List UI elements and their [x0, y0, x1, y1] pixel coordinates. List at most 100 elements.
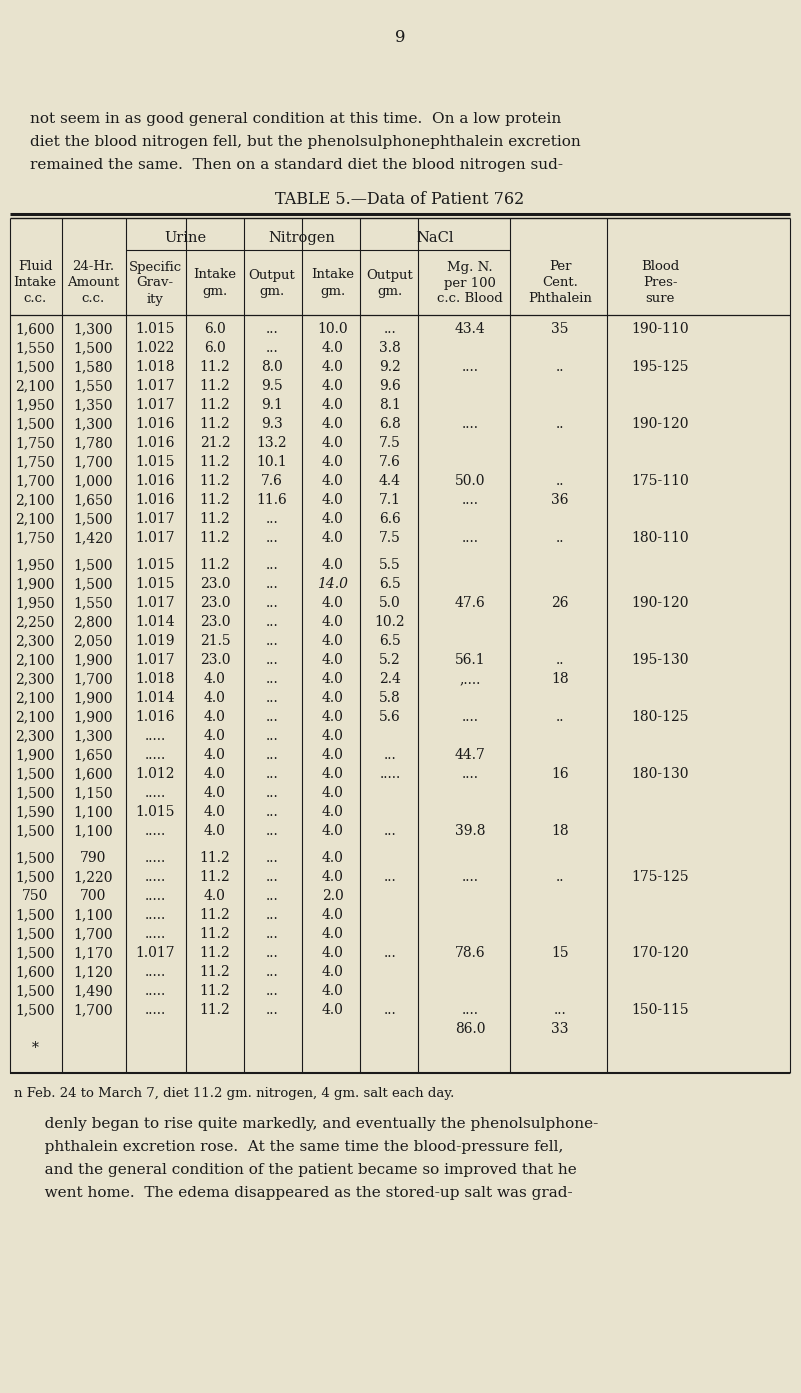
- Text: 4.0: 4.0: [322, 341, 344, 355]
- Text: ...: ...: [266, 577, 279, 591]
- Text: 180-125: 180-125: [631, 710, 689, 724]
- Text: 4.0: 4.0: [204, 671, 226, 685]
- Text: 5.6: 5.6: [379, 710, 400, 724]
- Text: 2.4: 2.4: [379, 671, 401, 685]
- Text: 1.016: 1.016: [135, 417, 175, 430]
- Text: ...: ...: [266, 748, 279, 762]
- Text: 1,550: 1,550: [73, 379, 113, 393]
- Text: 1,300: 1,300: [73, 729, 113, 742]
- Text: 190-120: 190-120: [631, 596, 689, 610]
- Text: 1,600: 1,600: [73, 768, 113, 781]
- Text: TABLE 5.—Data of Patient 762: TABLE 5.—Data of Patient 762: [276, 191, 525, 209]
- Text: 11.2: 11.2: [199, 493, 231, 507]
- Text: 5.8: 5.8: [379, 691, 400, 705]
- Text: Mg. N.
per 100
c.c. Blood: Mg. N. per 100 c.c. Blood: [437, 260, 503, 305]
- Text: 195-125: 195-125: [631, 359, 689, 373]
- Text: 21.5: 21.5: [199, 634, 231, 648]
- Text: ...: ...: [553, 1003, 566, 1017]
- Text: 2,300: 2,300: [15, 634, 54, 648]
- Text: 1,100: 1,100: [73, 908, 113, 922]
- Text: 11.2: 11.2: [199, 417, 231, 430]
- Text: 1,900: 1,900: [73, 653, 113, 667]
- Text: .....: .....: [144, 889, 166, 903]
- Text: 1,950: 1,950: [15, 559, 54, 573]
- Text: 2,100: 2,100: [15, 493, 54, 507]
- Text: 1,590: 1,590: [15, 805, 54, 819]
- Text: ...: ...: [266, 805, 279, 819]
- Text: 4.0: 4.0: [204, 805, 226, 819]
- Text: 86.0: 86.0: [455, 1022, 485, 1036]
- Text: 1,500: 1,500: [15, 926, 54, 942]
- Text: 5.2: 5.2: [379, 653, 400, 667]
- Text: 1,950: 1,950: [15, 398, 54, 412]
- Text: ...: ...: [266, 729, 279, 742]
- Text: 4.0: 4.0: [322, 398, 344, 412]
- Text: 2,100: 2,100: [15, 379, 54, 393]
- Text: 2,300: 2,300: [15, 671, 54, 685]
- Text: ...: ...: [266, 559, 279, 573]
- Text: *: *: [31, 1041, 38, 1055]
- Text: 78.6: 78.6: [455, 946, 485, 960]
- Text: 4.0: 4.0: [322, 417, 344, 430]
- Text: 1.015: 1.015: [135, 559, 175, 573]
- Text: ...: ...: [266, 768, 279, 781]
- Text: 1,500: 1,500: [15, 359, 54, 373]
- Text: 2,300: 2,300: [15, 729, 54, 742]
- Text: 2,100: 2,100: [15, 710, 54, 724]
- Text: 1.018: 1.018: [135, 359, 175, 373]
- Text: 1.017: 1.017: [135, 531, 175, 545]
- Text: 7.6: 7.6: [379, 456, 401, 469]
- Text: Output
gm.: Output gm.: [367, 269, 413, 298]
- Text: ....: ....: [461, 1003, 478, 1017]
- Text: ,....: ,....: [459, 671, 481, 685]
- Text: 6.0: 6.0: [204, 341, 226, 355]
- Text: 4.0: 4.0: [322, 596, 344, 610]
- Text: 1,950: 1,950: [15, 596, 54, 610]
- Text: 6.5: 6.5: [379, 577, 400, 591]
- Text: .....: .....: [144, 871, 166, 885]
- Text: 11.2: 11.2: [199, 908, 231, 922]
- Text: 1.017: 1.017: [135, 398, 175, 412]
- Text: 1,500: 1,500: [73, 513, 113, 527]
- Text: 4.0: 4.0: [322, 379, 344, 393]
- Text: ...: ...: [266, 1003, 279, 1017]
- Text: ...: ...: [266, 634, 279, 648]
- Text: 8.1: 8.1: [379, 398, 401, 412]
- Text: ...: ...: [266, 710, 279, 724]
- Text: 11.2: 11.2: [199, 965, 231, 979]
- Text: Blood
Pres-
sure: Blood Pres- sure: [641, 260, 679, 305]
- Text: remained the same.  Then on a standard diet the blood nitrogen sud-: remained the same. Then on a standard di…: [30, 157, 563, 171]
- Text: .....: .....: [144, 908, 166, 922]
- Text: .....: .....: [144, 926, 166, 942]
- Text: denly began to rise quite markedly, and eventually the phenolsulphone-: denly began to rise quite markedly, and …: [30, 1117, 598, 1131]
- Text: 190-110: 190-110: [631, 322, 689, 336]
- Text: 180-110: 180-110: [631, 531, 689, 545]
- Text: ...: ...: [266, 889, 279, 903]
- Text: 1.016: 1.016: [135, 436, 175, 450]
- Text: 1,170: 1,170: [73, 946, 113, 960]
- Text: 33: 33: [551, 1022, 569, 1036]
- Text: 11.2: 11.2: [199, 851, 231, 865]
- Text: 150-115: 150-115: [631, 1003, 689, 1017]
- Text: 11.6: 11.6: [256, 493, 288, 507]
- Text: 11.2: 11.2: [199, 559, 231, 573]
- Text: 4.0: 4.0: [322, 748, 344, 762]
- Text: 14.0: 14.0: [317, 577, 348, 591]
- Text: ...: ...: [384, 946, 396, 960]
- Text: ....: ....: [461, 359, 478, 373]
- Text: 1.018: 1.018: [135, 671, 175, 685]
- Text: phthalein excretion rose.  At the same time the blood-pressure fell,: phthalein excretion rose. At the same ti…: [30, 1139, 563, 1153]
- Text: 1.022: 1.022: [135, 341, 175, 355]
- Text: ...: ...: [266, 513, 279, 527]
- Text: 1.019: 1.019: [135, 634, 175, 648]
- Text: 1,500: 1,500: [15, 946, 54, 960]
- Text: 6.5: 6.5: [379, 634, 400, 648]
- Text: ...: ...: [266, 851, 279, 865]
- Text: 1.017: 1.017: [135, 596, 175, 610]
- Text: 11.2: 11.2: [199, 1003, 231, 1017]
- Text: 1,500: 1,500: [15, 983, 54, 997]
- Text: 4.0: 4.0: [204, 691, 226, 705]
- Text: 15: 15: [551, 946, 569, 960]
- Text: 1,900: 1,900: [15, 748, 54, 762]
- Text: 11.2: 11.2: [199, 983, 231, 997]
